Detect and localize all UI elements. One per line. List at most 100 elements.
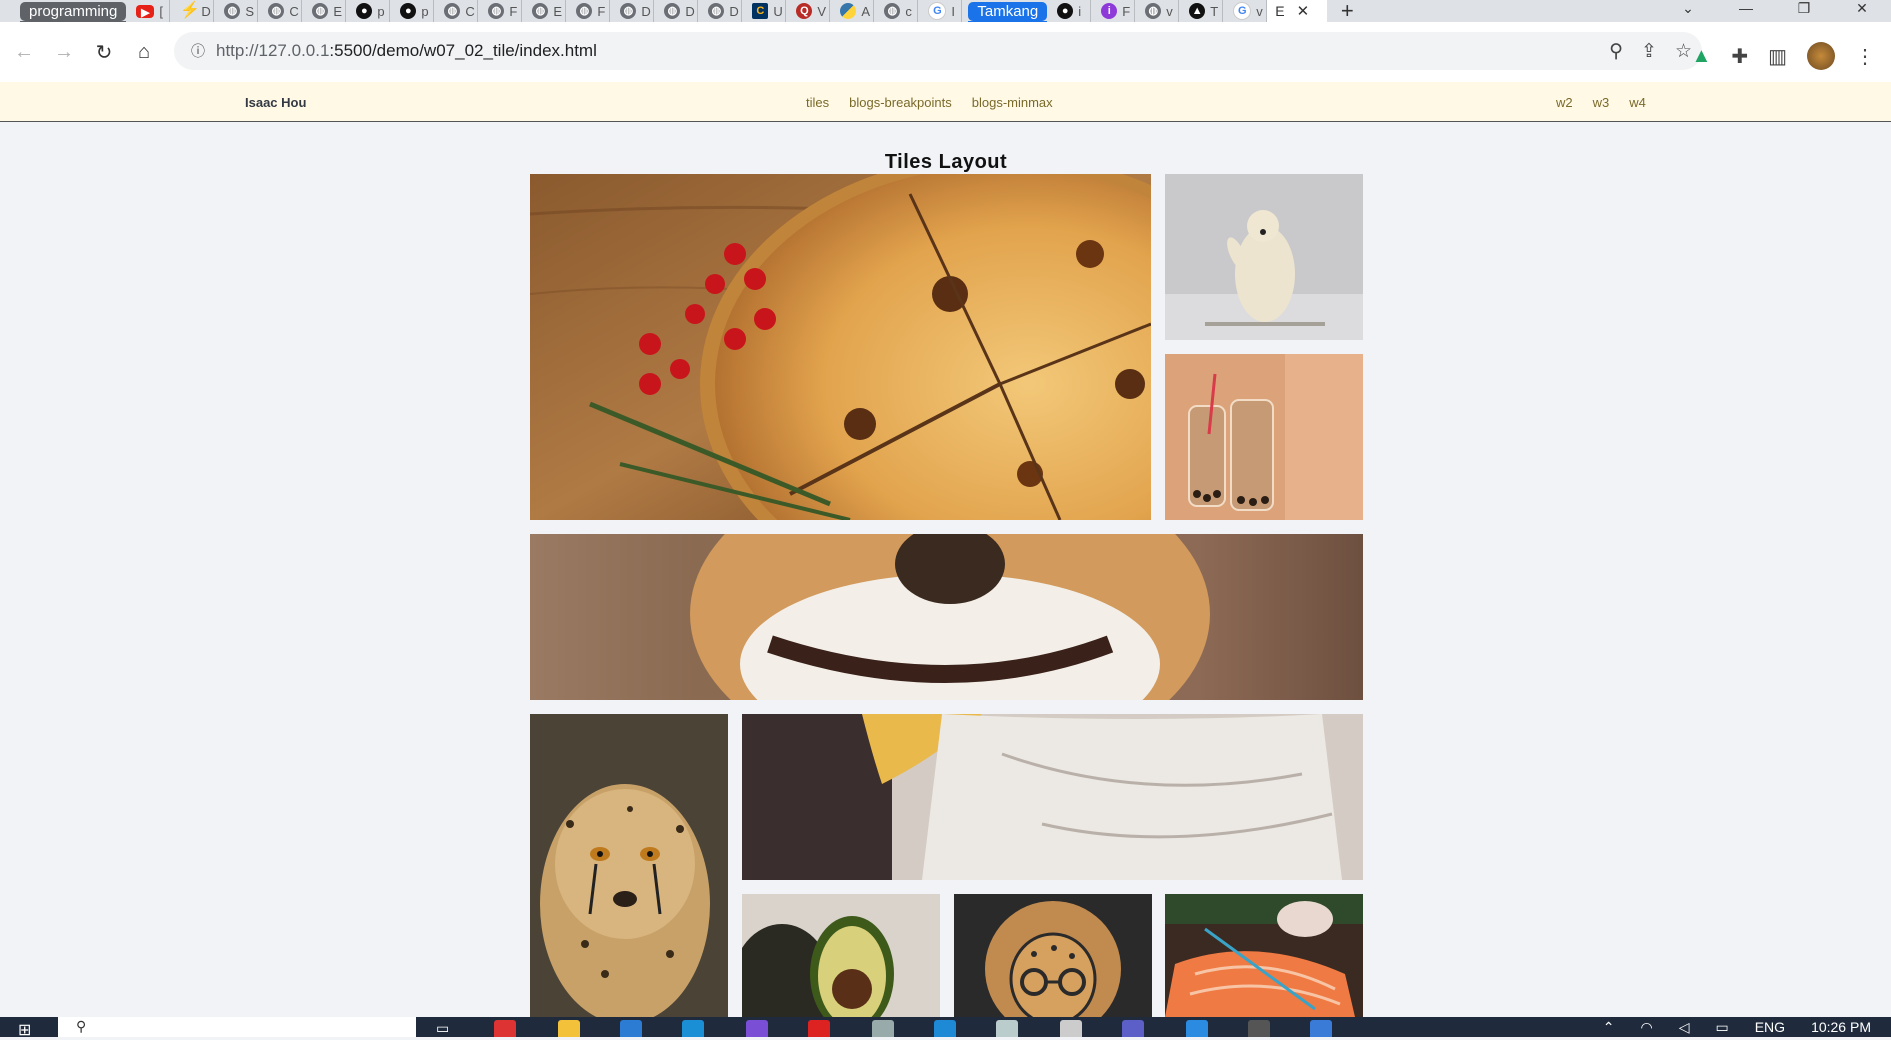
network-icon[interactable]: ◠ xyxy=(1640,1019,1653,1035)
nav-link-w3[interactable]: w3 xyxy=(1592,95,1610,110)
globe-icon: ◍ xyxy=(1145,3,1162,19)
share-icon[interactable]: ⇪ xyxy=(1641,41,1657,62)
tab-globe[interactable]: ◍ E xyxy=(302,0,347,22)
app-dark-icon[interactable] xyxy=(1248,1020,1270,1037)
google-icon: G xyxy=(928,2,947,20)
tile-cheetah-image xyxy=(530,714,728,1017)
vscode-icon[interactable] xyxy=(934,1020,956,1037)
app-red-icon[interactable] xyxy=(808,1020,830,1037)
site-info-icon[interactable]: ⓘ xyxy=(191,43,205,59)
tab-globe[interactable]: ◍ D xyxy=(654,0,699,22)
tab-bolt[interactable]: ⚡ D xyxy=(170,0,215,22)
task-view-icon[interactable]: ▭ xyxy=(436,1020,450,1036)
nav-link-blogs-minmax[interactable]: blogs-minmax xyxy=(971,95,1053,110)
tab-github[interactable]: ● i xyxy=(1047,0,1092,22)
tab-globe[interactable]: ◍ S xyxy=(214,0,259,22)
menu-kebab-icon[interactable]: ⋮ xyxy=(1855,45,1875,68)
forward-icon[interactable]: → xyxy=(54,40,74,63)
notes-icon[interactable] xyxy=(996,1020,1018,1037)
nav-link-blogs-breakpoints[interactable]: blogs-breakpoints xyxy=(849,95,952,110)
github-icon: ● xyxy=(1057,3,1074,19)
restore-icon[interactable]: ❐ xyxy=(1797,0,1811,16)
brand-name[interactable]: Isaac Hou xyxy=(245,95,307,110)
nav-link-w4[interactable]: w4 xyxy=(1629,95,1646,110)
globe-icon: ◍ xyxy=(312,3,329,19)
tab-globe[interactable]: ◍ D xyxy=(698,0,743,22)
teams-icon[interactable] xyxy=(1122,1020,1144,1037)
tab-globe[interactable]: ◍ c xyxy=(874,0,919,22)
close-window-icon[interactable]: ✕ xyxy=(1856,0,1868,16)
app-blue-icon[interactable] xyxy=(1186,1020,1208,1037)
github-icon: ● xyxy=(356,3,373,19)
globe-icon: ◍ xyxy=(708,3,725,19)
minimize-icon[interactable]: — xyxy=(1739,0,1753,16)
tab-globe[interactable]: ◍ D xyxy=(610,0,655,22)
extensions-puzzle-icon[interactable]: ✚ xyxy=(1731,45,1749,68)
tab-globe[interactable]: ◍ F xyxy=(566,0,611,22)
tile-bubble-tea-image xyxy=(1165,354,1363,520)
tab-globe[interactable]: ◍ v xyxy=(1135,0,1180,22)
tab-globe[interactable]: ◍ F xyxy=(478,0,523,22)
side-panel-icon[interactable]: ▥ xyxy=(1768,45,1787,68)
tab-globe[interactable]: ◍ C xyxy=(258,0,303,22)
profile-avatar-icon[interactable] xyxy=(1807,42,1835,70)
globe-icon: ◍ xyxy=(576,3,593,19)
globe-icon: ◍ xyxy=(488,3,505,19)
active-tab-label: E xyxy=(1275,3,1285,19)
app-purple-icon[interactable] xyxy=(746,1020,768,1037)
taskbar-search-box[interactable]: ⚲ xyxy=(58,1017,416,1037)
chrome-taskbar-icon[interactable] xyxy=(494,1020,516,1037)
window-controls: ⌄ — ❐ ✕ xyxy=(1659,0,1891,22)
tab-globe[interactable]: ◍ E xyxy=(522,0,567,22)
language-indicator[interactable]: ENG xyxy=(1754,1019,1786,1035)
windows-start-icon[interactable]: ⊞ xyxy=(18,1022,32,1039)
github-icon: ● xyxy=(400,3,417,19)
google-drive-icon[interactable]: ▲ xyxy=(1691,44,1712,67)
python-icon xyxy=(840,3,857,19)
back-icon[interactable]: ← xyxy=(14,40,34,63)
settings-icon[interactable] xyxy=(1060,1020,1082,1037)
site-navbar: Isaac Hou tiles blogs-breakpoints blogs-… xyxy=(0,82,1891,122)
tab-search-icon[interactable]: ⌄ xyxy=(1682,0,1694,16)
tab-github[interactable]: ● p xyxy=(346,0,391,22)
app-gray-icon[interactable] xyxy=(872,1020,894,1037)
address-bar[interactable]: ⓘ http://127.0.0.1:5500/demo/w07_02_tile… xyxy=(174,32,1702,70)
tab-group-tamkang[interactable]: Tamkang xyxy=(968,1,1048,22)
tab-youtube[interactable]: ▶[ xyxy=(126,0,171,22)
tile-dog-image xyxy=(530,534,1363,700)
mail-icon[interactable] xyxy=(682,1020,704,1037)
tab-python[interactable]: A xyxy=(830,0,875,22)
tab-github[interactable]: ● p xyxy=(390,0,435,22)
quora-icon: Q xyxy=(796,3,813,19)
document-icon[interactable] xyxy=(1310,1020,1332,1037)
tab-globe[interactable]: ◍ C xyxy=(434,0,479,22)
close-tab-icon[interactable]: ✕ xyxy=(1296,3,1310,20)
nav-link-tiles[interactable]: tiles xyxy=(806,95,830,110)
nav-link-w2[interactable]: w2 xyxy=(1556,95,1573,110)
reload-icon[interactable]: ↻ xyxy=(95,41,113,64)
store-icon[interactable] xyxy=(620,1020,642,1037)
globe-icon: ◍ xyxy=(884,3,901,19)
url-text: http://127.0.0.1:5500/demo/w07_02_tile/i… xyxy=(216,41,597,60)
tab-triangle[interactable]: ▲ T xyxy=(1179,0,1224,22)
youtube-icon: ▶ xyxy=(136,4,155,19)
battery-icon[interactable]: ▭ xyxy=(1715,1019,1729,1035)
volume-icon[interactable]: ◁ xyxy=(1678,1019,1690,1035)
search-icon: ⚲ xyxy=(76,1018,87,1034)
clock-time[interactable]: 10:26 PM xyxy=(1811,1019,1871,1035)
zoom-icon[interactable]: ⚲ xyxy=(1609,41,1624,62)
tab-active[interactable]: E ✕ xyxy=(1267,0,1328,22)
tray-up-arrow-icon[interactable]: ⌃ xyxy=(1602,1019,1615,1035)
new-tab-button[interactable]: + xyxy=(1340,0,1354,22)
tab-group-programming[interactable]: programming xyxy=(20,1,127,22)
bookmark-star-icon[interactable]: ☆ xyxy=(1674,41,1692,62)
tile-avocado-image xyxy=(742,894,940,1017)
file-explorer-icon[interactable] xyxy=(558,1020,580,1037)
home-icon[interactable]: ⌂ xyxy=(137,40,151,63)
center-nav-links: tiles blogs-breakpoints blogs-minmax xyxy=(806,95,1053,110)
